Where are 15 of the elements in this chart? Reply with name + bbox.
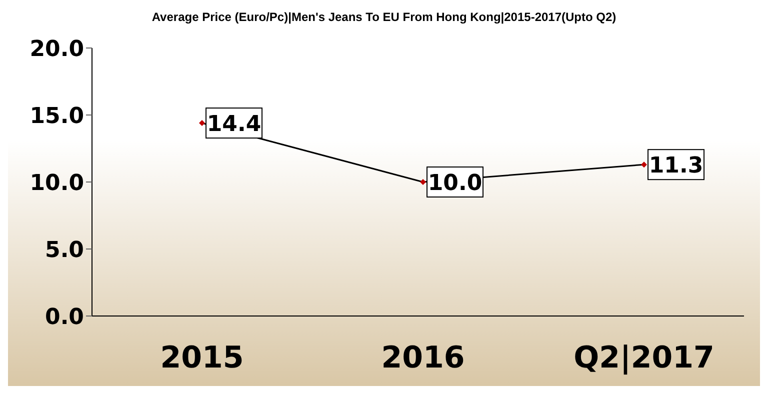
x-tick-label: 2016 <box>381 340 465 376</box>
x-tick-label: Q2|2017 <box>574 340 714 376</box>
chart-title: Average Price (Euro/Pc)|Men's Jeans To EU From Hong Kong|2015-2017(Upto Q2) <box>150 9 618 26</box>
y-tick-label: 5.0 <box>45 238 84 263</box>
x-tick-label: 2015 <box>160 340 244 376</box>
y-tick-label: 0.0 <box>45 304 84 330</box>
point <box>420 179 426 185</box>
data-label: 11.3 <box>648 154 704 179</box>
y-tick-label: 10.0 <box>30 170 84 196</box>
point <box>199 120 205 126</box>
y-tick-label: 15.0 <box>30 104 84 129</box>
y-tick-label: 20.0 <box>30 36 84 62</box>
data-label: 10.0 <box>428 171 482 196</box>
point <box>641 162 647 168</box>
data-label: 14.4 <box>206 112 262 138</box>
